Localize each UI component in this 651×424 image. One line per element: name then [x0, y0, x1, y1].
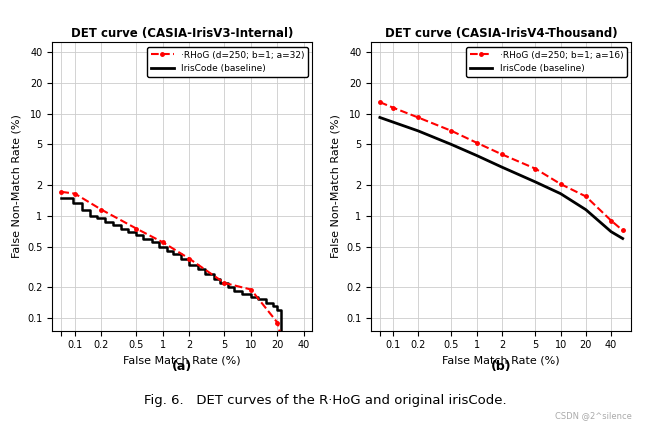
Text: (a): (a) — [172, 360, 193, 373]
Title: DET curve (CASIA-IrisV4-Thousand): DET curve (CASIA-IrisV4-Thousand) — [385, 27, 618, 40]
Y-axis label: False Non-Match Rate (%): False Non-Match Rate (%) — [12, 114, 21, 259]
Legend: ·RHoG (d=250; b=1; a=16), IrisCode (baseline): ·RHoG (d=250; b=1; a=16), IrisCode (base… — [466, 47, 627, 77]
Title: DET curve (CASIA-IrisV3-Internal): DET curve (CASIA-IrisV3-Internal) — [71, 27, 294, 40]
Text: CSDN @2^silence: CSDN @2^silence — [555, 411, 631, 420]
Text: Fig. 6.   DET curves of the R·HoG and original irisCode.: Fig. 6. DET curves of the R·HoG and orig… — [144, 394, 507, 407]
X-axis label: False Match Rate (%): False Match Rate (%) — [124, 356, 241, 366]
Y-axis label: False Non-Match Rate (%): False Non-Match Rate (%) — [331, 114, 340, 259]
Legend: ·RHoG (d=250; b=1; a=32), IrisCode (baseline): ·RHoG (d=250; b=1; a=32), IrisCode (base… — [148, 47, 308, 77]
Text: (b): (b) — [491, 360, 512, 373]
X-axis label: False Match Rate (%): False Match Rate (%) — [443, 356, 560, 366]
